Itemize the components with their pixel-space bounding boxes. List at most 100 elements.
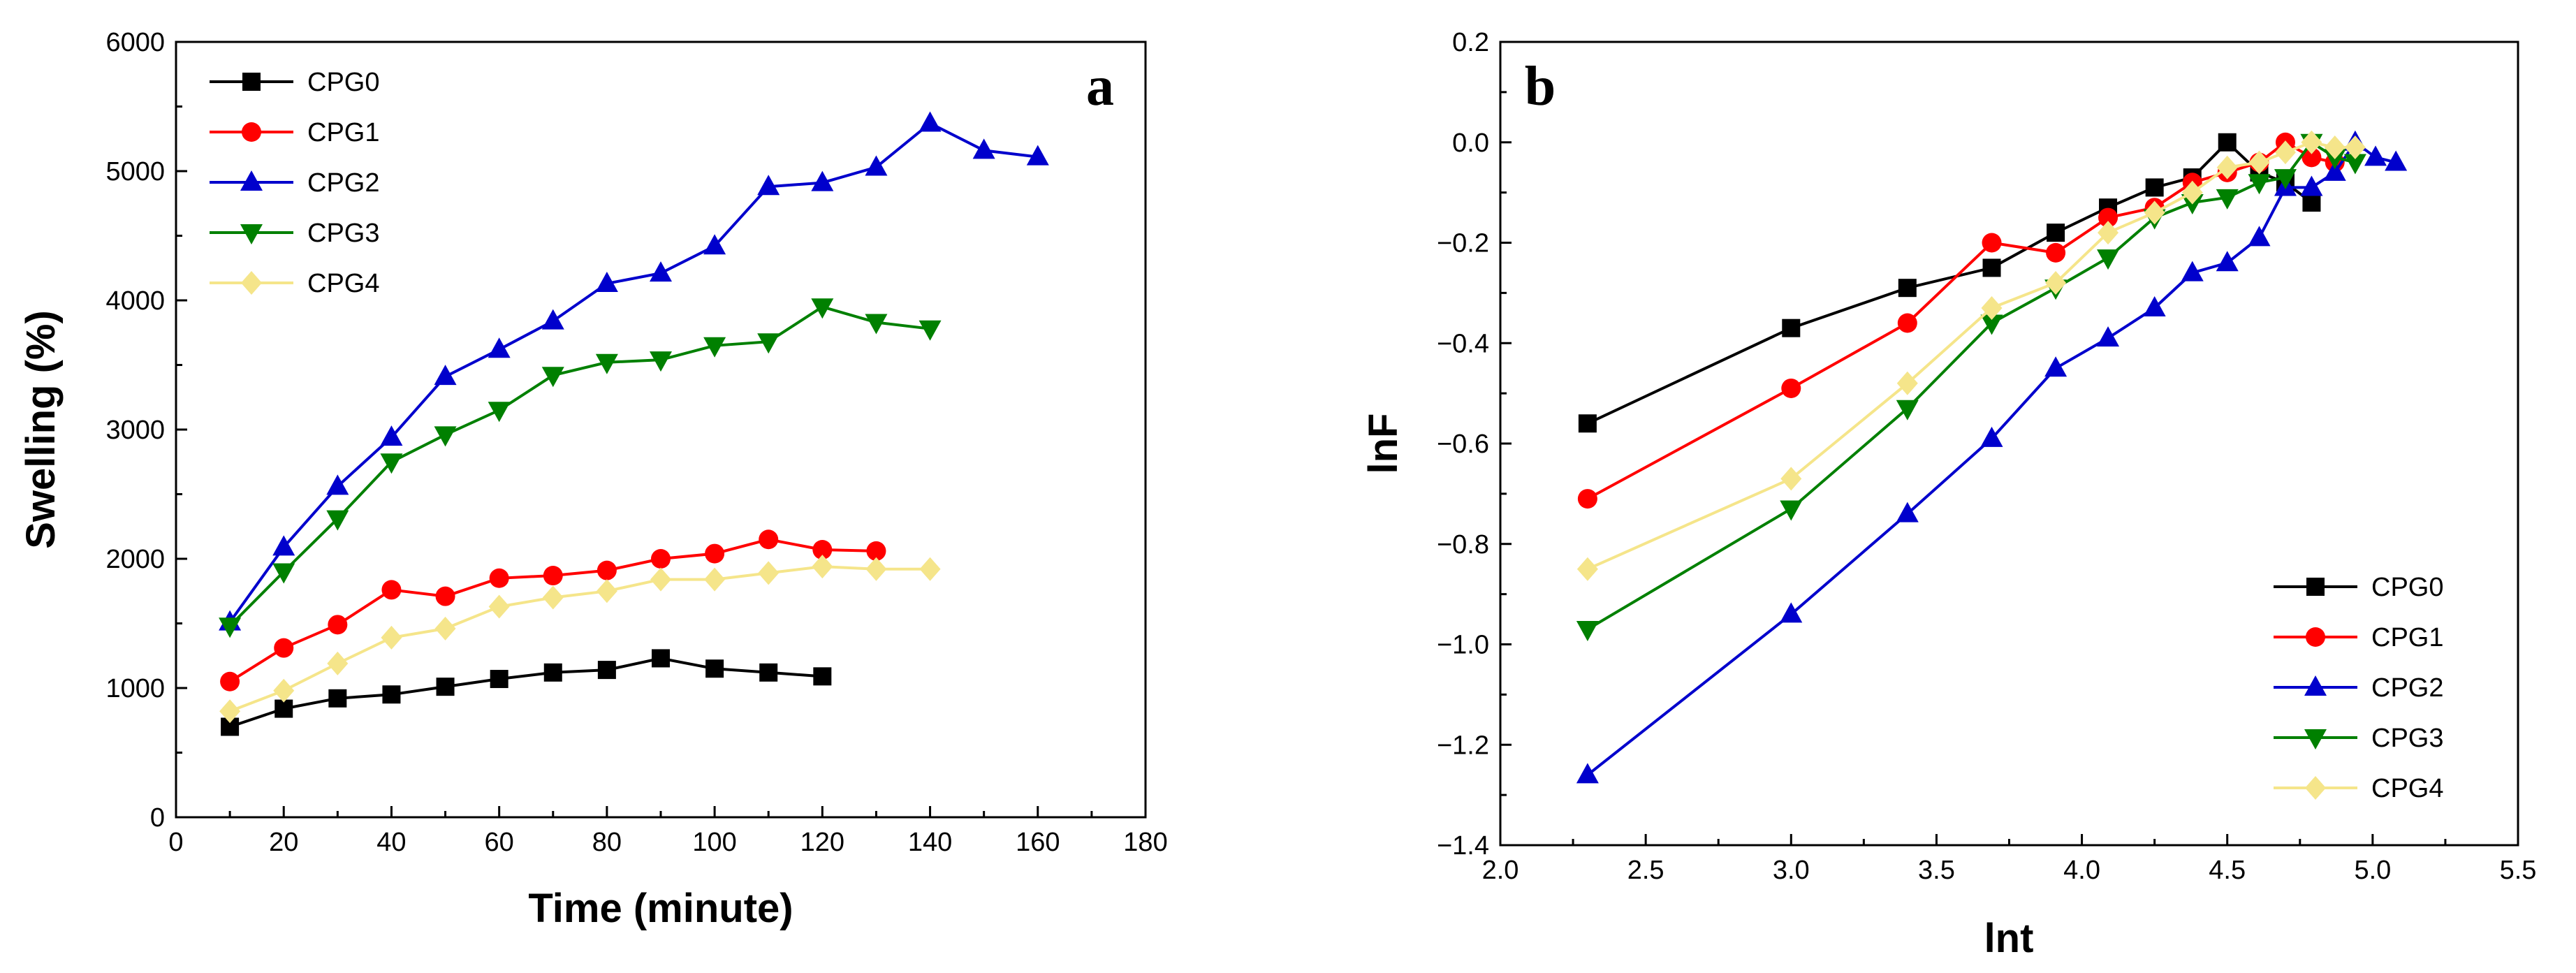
panel-b-cpg3-point [1576,620,1599,641]
panel-a-cpg2-point [434,365,457,386]
panel-b-cpg2-point [2248,226,2271,247]
panel-b-y-tick-label: −1.2 [1437,731,1489,760]
panel-b-cpg3-point [2216,189,2239,210]
panel-b-cpg4-point [2098,221,2119,245]
panel-a-cpg2-point [757,175,780,196]
panel-a-cpg0-line [229,657,823,729]
panel-b-cpg0-point [2047,224,2065,242]
panel-b-cpg1-point [1897,313,1917,333]
panel-a-legend-marker [240,170,263,191]
panel-a-cpg3-point [757,333,780,354]
panel-b-legend-marker [2304,729,2327,749]
panel-b-legend-item-cpg0: CPG0 [2274,573,2443,602]
panel-a-cpg3-point [811,298,834,319]
panel-b-cpg2-line [1586,140,2396,776]
panel-b-legend-label: CPG0 [2371,573,2443,602]
panel-a-legend-item-cpg2: CPG2 [210,168,379,198]
panel-a-legend-marker [241,271,262,295]
panel-a-y-tick-label: 2000 [105,545,165,574]
panel-b-x-tick-label: 5.5 [2500,856,2537,885]
panel-b-cpg2-point [1980,426,2003,447]
panel-a-cpg4-point [704,567,726,592]
panel-b-lnF-chart: 2.0 2.5 3.0 3.5 4.0 4.5 5.0 5.5 −1.4 −1.2 −1.0 −0.… [1361,28,2536,961]
panel-b-cpg1-point [1781,378,1801,398]
panel-a-cpg3-point [272,563,295,584]
panel-b-y-tick-label: −0.2 [1437,229,1489,258]
panel-b-cpg3-point [2248,174,2271,195]
panel-a-cpg0-point [490,670,508,689]
panel-a-legend-item-cpg3: CPG3 [210,219,379,248]
panel-b-cpg3-point [2343,154,2366,175]
panel-a-cpg4-point [542,585,564,610]
panel-a-cpg1-point [543,566,563,586]
panel-a-legend-label: CPG4 [307,269,379,298]
panel-b-y-tick-label: −0.4 [1437,329,1489,358]
panel-b-x-tick-label: 2.5 [1627,856,1664,885]
panel-b-cpg1-point [1577,489,1597,509]
panel-a-cpg4-point [812,555,833,579]
panel-a-cpg2-point [703,234,726,255]
panel-b-series-cpg1 [1577,132,2345,509]
panel-b-y-tick-label: 0.0 [1452,129,1489,158]
panel-a-legend-marker [242,73,261,91]
panel-b-legend-item-cpg1: CPG1 [2274,623,2443,652]
panel-a-cpg0-point [597,661,616,680]
panel-b-cpg2-point [2216,251,2239,272]
panel-a-cpg4-point [596,579,617,603]
panel-a-cpg3-point [326,510,349,531]
panel-b-cpg4-point [2045,271,2067,295]
panel-b-y-tick-label: 0.2 [1452,28,1489,57]
panel-b-legend-marker [2306,578,2325,596]
panel-a-cpg4-point [650,567,671,592]
panel-b-cpg3-point [2097,249,2120,270]
panel-a-cpg4-point [381,625,402,650]
panel-a-cpg3-point [703,337,726,358]
panel-a-cpg3-point [219,617,242,638]
panel-b-y-tick-label: −1.0 [1437,631,1489,660]
panel-a-legend-marker [242,122,261,142]
panel-a-y-tick-label: 3000 [105,416,165,445]
panel-b-cpg4-point [2274,140,2296,165]
panel-b-series-cpg4 [1576,130,2366,581]
panel-a-y-tick-label: 4000 [105,286,165,316]
panel-a-cpg4-point [865,557,887,581]
panel-b-series-cpg2 [1576,130,2408,784]
panel-a-cpg3-line [228,305,930,627]
panel-b-cpg4-line [1587,140,2355,571]
panel-a-x-tick-label: 20 [269,828,298,857]
panel-b-cpg0-point [2302,193,2321,212]
panel-a-cpg0-point [543,663,562,682]
panel-a-legend-item-cpg4: CPG4 [210,269,379,298]
panel-a-cpg1-line [229,538,877,683]
panel-b-cpg4-point [2344,135,2366,159]
panel-b-legend-marker [2304,675,2327,696]
panel-a-x-tick-label: 140 [908,828,952,857]
panel-a-cpg1-point [274,638,294,658]
panel-a-cpg2-point [972,138,995,159]
panel-a-x-tick-label: 160 [1016,828,1060,857]
panel-b-cpg3-point [2274,169,2297,190]
panel-b-cpg0-point [1898,279,1917,298]
panel-a-cpg3-point [488,402,511,423]
panel-b-cpg4-point [2216,155,2238,180]
panel-a-series-cpg3 [219,298,942,638]
panel-a-x-tick-label: 80 [592,828,622,857]
panel-a-cpg2-point [541,309,564,330]
panel-a-x-axis-title: Time (minute) [528,886,793,931]
panel-a-cpg4-point [219,699,241,724]
panel-b-cpg3-point [1896,400,1919,420]
panel-b-cpg3-line [1586,140,2356,631]
panel-a-cpg3-point [434,426,457,447]
panel-b-cpg2-point [2323,160,2346,181]
panel-a-y-tick-label: 6000 [105,28,165,57]
panel-a-cpg0-point [652,649,670,668]
panel-b-cpg1-point [2301,147,2322,168]
panel-b-legend-label: CPG4 [2371,774,2443,803]
panel-a-cpg4-point [434,616,456,641]
panel-a-legend-label: CPG2 [307,168,379,198]
panel-a-cpg4-point [273,678,295,703]
panel-a-cpg3-point [541,367,564,388]
panel-b-cpg1-point [2098,207,2118,228]
panel-a-cpg0-point [759,663,778,682]
